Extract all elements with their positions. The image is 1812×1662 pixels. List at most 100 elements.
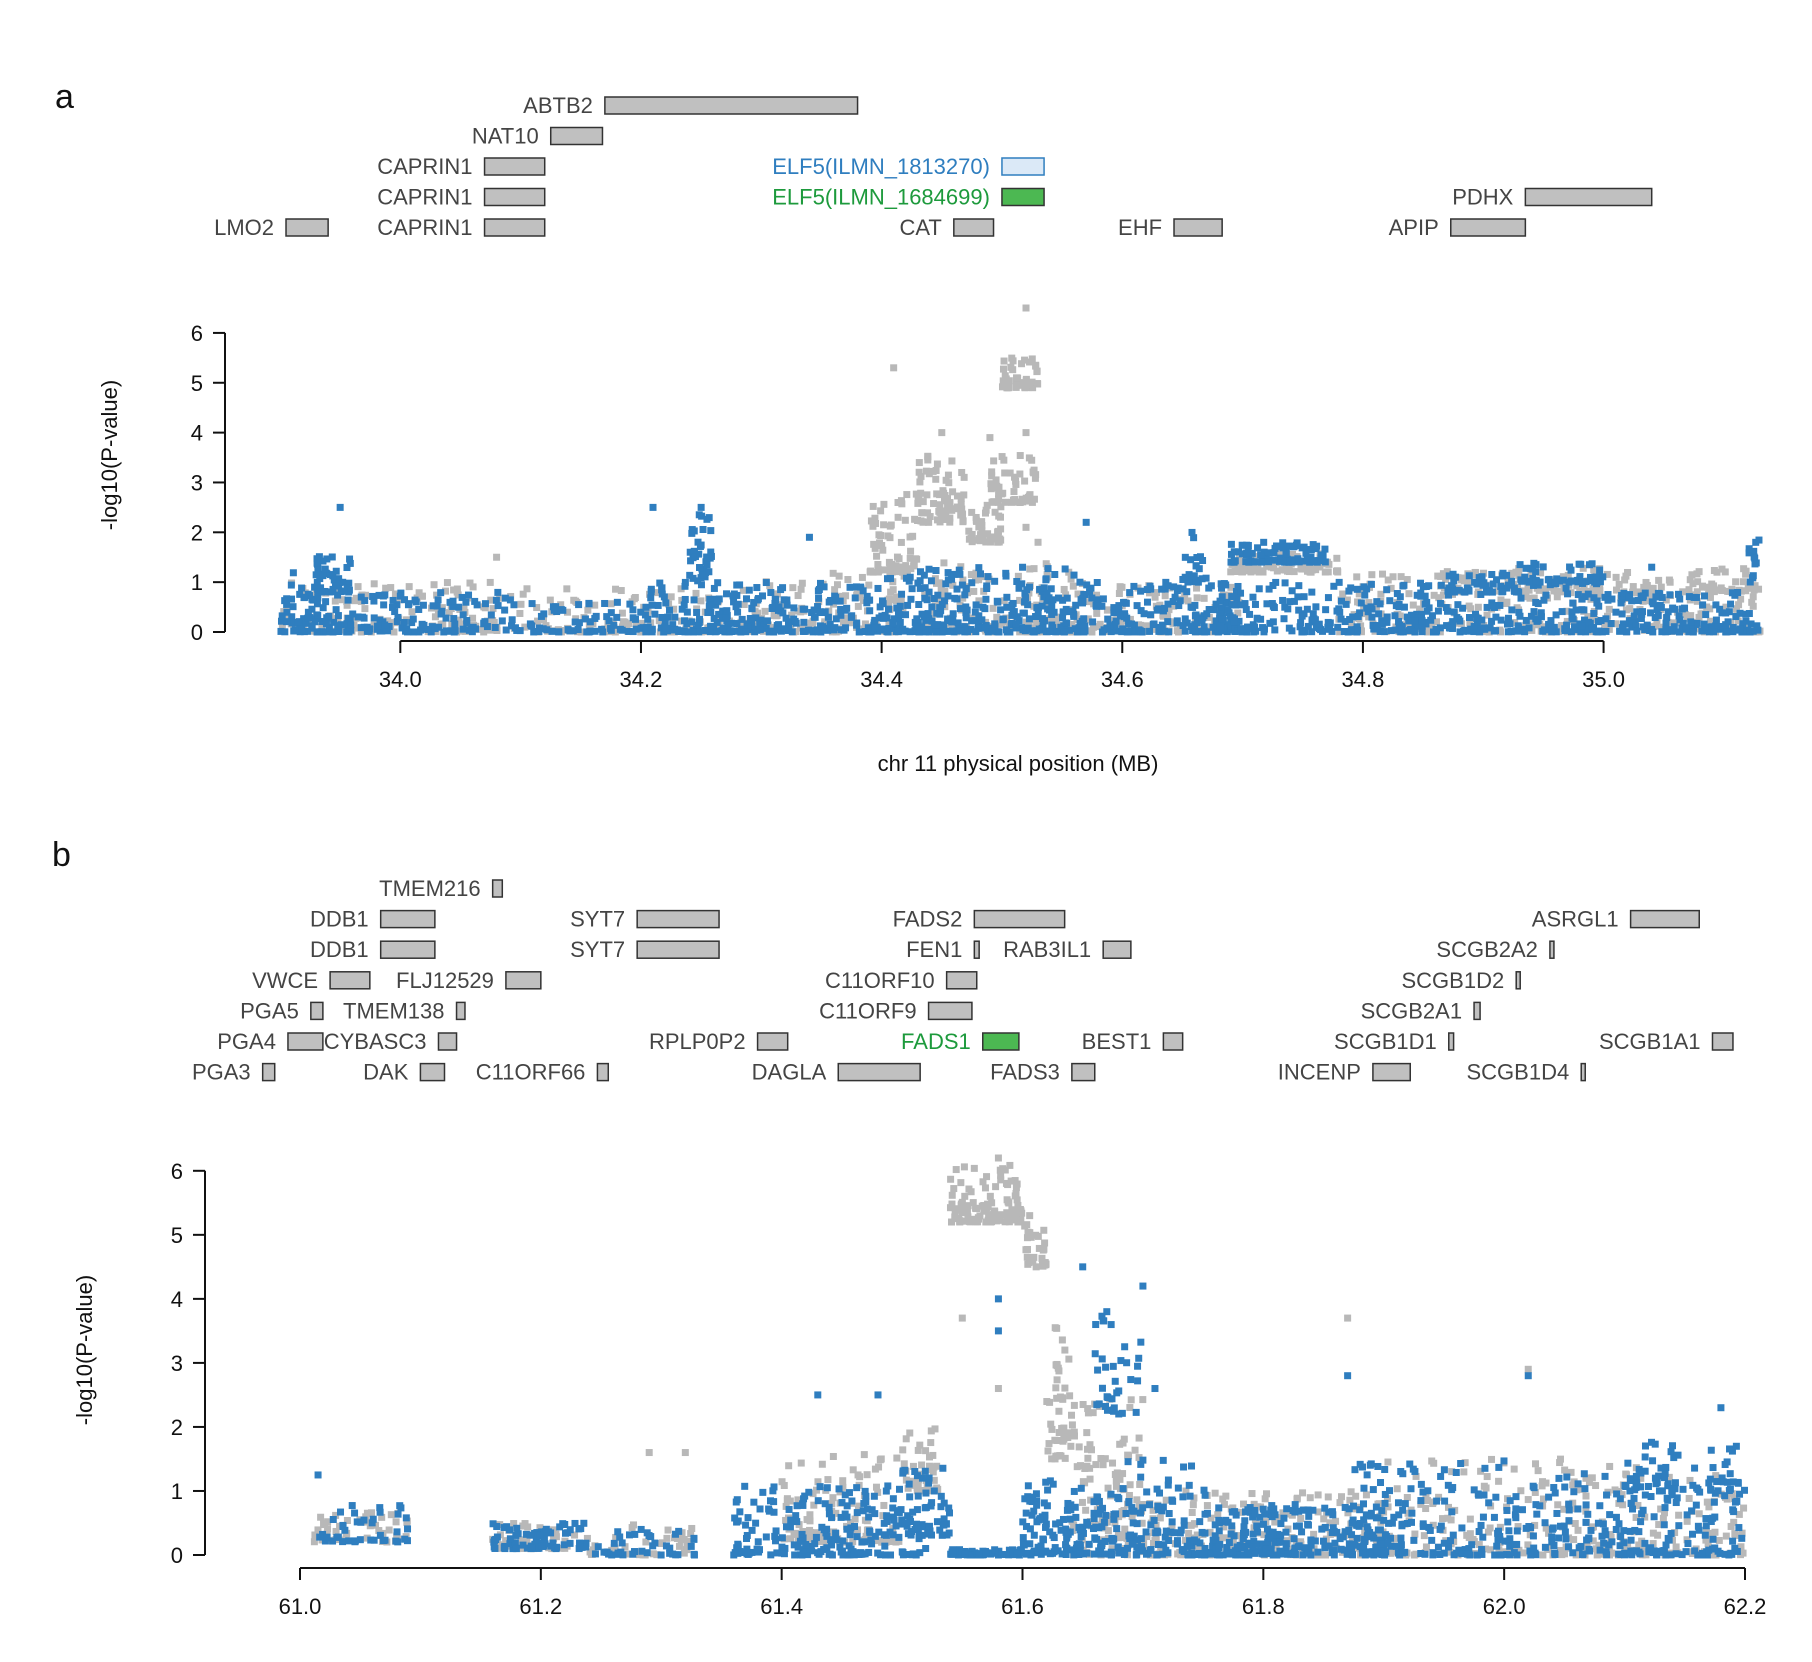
y-tick-label: 1 xyxy=(191,570,203,595)
data-point xyxy=(289,603,297,611)
gene-label: ELF5(ILMN_1684699) xyxy=(772,185,990,210)
data-point xyxy=(296,590,304,598)
data-point xyxy=(740,600,748,608)
data-point xyxy=(1231,557,1239,565)
data-point xyxy=(344,596,352,604)
data-point xyxy=(871,624,879,632)
data-point xyxy=(984,628,992,636)
data-point xyxy=(1746,578,1754,586)
data-point xyxy=(927,1439,935,1447)
data-point xyxy=(997,503,1005,511)
data-point xyxy=(785,1462,793,1470)
data-point xyxy=(334,617,342,625)
data-point xyxy=(1649,584,1657,592)
data-point xyxy=(873,1537,881,1545)
data-point xyxy=(884,532,892,540)
data-point xyxy=(1086,588,1094,596)
data-point xyxy=(791,1551,799,1559)
data-point xyxy=(1290,543,1298,551)
data-point xyxy=(473,601,481,609)
data-point xyxy=(1205,584,1213,592)
data-point xyxy=(1229,614,1237,622)
data-point xyxy=(481,600,489,608)
data-point xyxy=(534,617,542,625)
data-point xyxy=(335,628,343,636)
data-point xyxy=(1260,625,1268,633)
data-point xyxy=(632,620,640,628)
data-point xyxy=(918,509,926,517)
data-point xyxy=(1019,626,1027,634)
data-point xyxy=(1022,1550,1030,1558)
data-point xyxy=(1524,1541,1532,1549)
data-point xyxy=(1367,580,1375,588)
data-point xyxy=(998,453,1006,461)
data-point xyxy=(680,1549,688,1557)
data-point xyxy=(455,603,463,611)
data-point xyxy=(1080,591,1088,599)
data-point xyxy=(995,490,1003,498)
gene-box-tmem216 xyxy=(491,879,504,898)
data-point xyxy=(898,1548,906,1556)
data-point xyxy=(1086,1517,1094,1525)
data-point xyxy=(889,619,897,627)
data-point xyxy=(1309,557,1317,565)
data-point xyxy=(1465,614,1473,622)
data-point xyxy=(925,1522,933,1530)
data-point xyxy=(1630,612,1638,620)
data-point xyxy=(1009,1551,1017,1559)
data-point xyxy=(1032,613,1040,621)
data-point xyxy=(866,1528,874,1536)
data-point xyxy=(1542,1524,1550,1532)
gene-box-rplp0p2 xyxy=(756,1032,789,1051)
data-point xyxy=(937,514,945,522)
data-point xyxy=(1033,619,1041,627)
data-point xyxy=(442,627,450,635)
data-point xyxy=(1135,621,1143,629)
data-point xyxy=(1043,571,1051,579)
data-point xyxy=(1298,612,1306,620)
data-point xyxy=(978,527,986,535)
data-point xyxy=(1706,593,1714,601)
data-point xyxy=(975,564,983,572)
data-point xyxy=(1755,536,1763,544)
data-point xyxy=(517,600,525,608)
gene-box-asrgl1 xyxy=(1629,909,1700,929)
gene-box-elf5-ilmn-1813270- xyxy=(1001,157,1045,176)
data-point xyxy=(1191,601,1199,609)
data-point xyxy=(1286,598,1294,606)
data-point xyxy=(1562,584,1570,592)
data-point xyxy=(1538,1482,1546,1490)
data-point xyxy=(1489,580,1497,588)
data-point xyxy=(1637,1474,1645,1482)
data-point xyxy=(753,1545,761,1553)
data-point xyxy=(896,621,904,629)
data-point xyxy=(1152,1521,1160,1529)
data-point xyxy=(1098,1523,1106,1531)
data-point xyxy=(1009,357,1017,365)
data-point xyxy=(1057,623,1065,631)
data-point xyxy=(1069,582,1077,590)
data-point xyxy=(1514,1523,1522,1531)
data-point xyxy=(1231,568,1239,576)
data-point xyxy=(787,1516,795,1524)
data-point xyxy=(918,623,926,631)
data-point xyxy=(324,628,332,636)
data-point xyxy=(930,1476,938,1484)
data-point xyxy=(1024,1260,1032,1268)
data-point xyxy=(1216,610,1224,618)
data-point xyxy=(1100,1518,1108,1526)
data-point xyxy=(1016,470,1024,478)
data-point xyxy=(946,518,954,526)
data-point xyxy=(887,1538,895,1546)
data-point xyxy=(1712,616,1720,624)
data-point xyxy=(1014,572,1022,580)
data-point xyxy=(1034,608,1042,616)
data-point xyxy=(459,611,467,619)
data-point xyxy=(369,592,377,600)
data-point xyxy=(1428,612,1436,620)
data-point xyxy=(731,627,739,635)
data-point xyxy=(1259,568,1267,576)
data-point xyxy=(323,1533,331,1541)
data-point xyxy=(1022,523,1030,531)
data-point xyxy=(1055,613,1063,621)
